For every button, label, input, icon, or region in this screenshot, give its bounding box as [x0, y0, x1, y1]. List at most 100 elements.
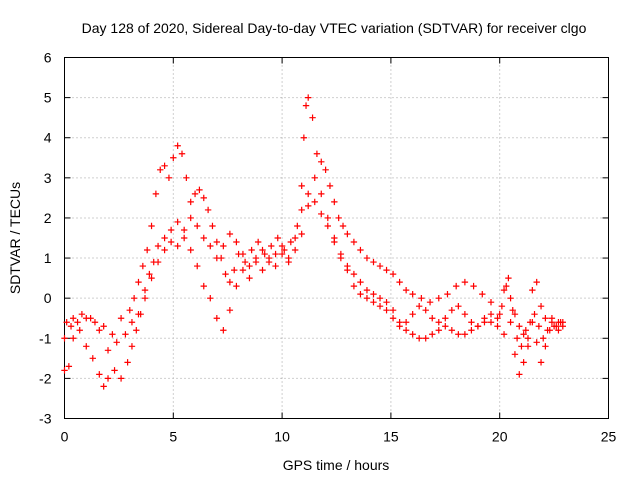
data-point: [474, 323, 482, 330]
data-point: [246, 262, 253, 270]
data-point: [226, 230, 234, 238]
data-point: [226, 278, 234, 286]
data-point: [363, 294, 371, 302]
data-point: [294, 222, 301, 230]
y-tick-label: 3: [44, 170, 52, 186]
data-point: [187, 198, 194, 206]
data-point: [370, 298, 377, 306]
data-point: [146, 270, 153, 278]
data-point: [503, 282, 510, 290]
data-point: [187, 246, 194, 254]
data-point: [117, 375, 125, 382]
data-point: [357, 290, 364, 298]
data-point: [442, 315, 449, 322]
data-point: [220, 327, 227, 334]
data-point: [363, 286, 371, 294]
data-point: [65, 363, 73, 370]
data-point: [124, 359, 131, 366]
data-point: [311, 198, 318, 206]
data-point: [152, 190, 160, 198]
y-tick-label: -2: [39, 370, 52, 386]
data-point: [302, 102, 310, 109]
data-point: [128, 319, 136, 326]
data-point: [87, 315, 94, 322]
data-point: [331, 234, 338, 242]
data-point: [161, 234, 168, 242]
data-point: [376, 302, 384, 310]
data-point: [104, 347, 112, 354]
data-point: [154, 242, 162, 250]
data-point: [83, 343, 90, 350]
data-point: [537, 302, 545, 310]
data-point: [520, 331, 527, 338]
data-point: [350, 282, 358, 290]
data-point: [213, 238, 221, 246]
data-point: [194, 262, 201, 270]
data-point: [435, 327, 442, 334]
data-point: [559, 319, 567, 326]
data-point: [461, 331, 469, 338]
data-point: [78, 311, 86, 318]
y-tick-label: 1: [44, 250, 52, 266]
data-point: [363, 254, 371, 262]
data-point: [324, 222, 331, 230]
data-point: [278, 242, 286, 250]
data-point: [272, 262, 279, 270]
data-point: [533, 339, 540, 346]
data-point: [183, 174, 190, 182]
data-point: [513, 335, 521, 342]
data-point: [537, 359, 545, 366]
data-point: [174, 218, 181, 226]
data-point: [170, 154, 177, 161]
data-point: [239, 250, 247, 258]
data-point: [298, 206, 305, 214]
data-point: [278, 250, 286, 258]
y-tick-label: 4: [44, 130, 52, 146]
data-point: [268, 242, 275, 250]
data-point: [415, 302, 423, 310]
data-point: [518, 343, 525, 350]
data-point: [148, 222, 155, 230]
data-point: [324, 214, 331, 222]
data-point: [524, 335, 532, 342]
data-point: [128, 343, 136, 350]
data-point: [402, 286, 410, 294]
data-point: [507, 294, 514, 302]
x-tick-label: 15: [383, 429, 399, 445]
data-point: [350, 270, 358, 278]
x-tick-label: 10: [274, 429, 290, 445]
data-point: [100, 383, 107, 390]
x-axis-label: GPS time / hours: [283, 457, 390, 473]
data-point: [305, 190, 312, 198]
data-point: [509, 307, 516, 314]
data-point: [522, 327, 530, 334]
data-point: [96, 327, 103, 334]
data-point: [281, 246, 288, 254]
data-point: [61, 335, 68, 342]
data-point: [322, 166, 329, 174]
data-point: [409, 290, 416, 298]
x-tick-label: 0: [61, 429, 69, 445]
data-point: [533, 278, 540, 286]
data-point: [468, 319, 475, 326]
data-point: [448, 327, 456, 334]
data-point: [63, 319, 70, 326]
data-point: [455, 331, 462, 338]
y-tick-label: 2: [44, 210, 52, 226]
data-point: [233, 282, 240, 290]
data-point: [418, 294, 425, 302]
data-point: [357, 278, 364, 286]
data-point: [248, 246, 255, 254]
data-point: [507, 319, 514, 326]
series-track-a: [61, 94, 564, 350]
data-point: [383, 307, 390, 314]
data-point: [305, 202, 312, 210]
data-point: [376, 262, 384, 270]
data-point: [548, 315, 556, 322]
data-point: [187, 214, 194, 222]
data-point: [67, 323, 75, 330]
data-point: [309, 114, 316, 121]
data-point: [505, 274, 512, 282]
data-point: [167, 238, 175, 246]
